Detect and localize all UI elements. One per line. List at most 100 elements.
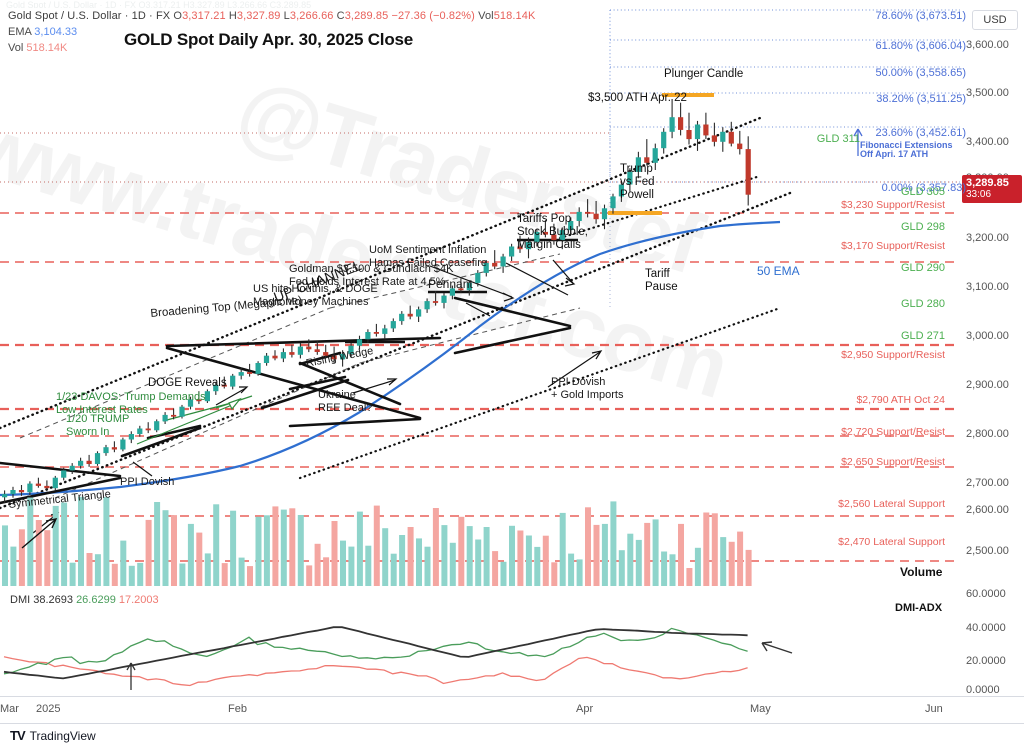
gld-level-311: GLD 311 [816,133,860,145]
vol-row-label: Vol [8,42,24,54]
volume-bars [2,496,752,586]
gld-level-305: GLD 305 [900,186,945,198]
price-tick-3400: 3,400.00 [966,136,1009,148]
footer: TV TradingView [10,728,96,743]
fib-level-236: 23.60% (3,452.61) [875,127,966,139]
date-tick-jun: Jun [925,703,943,715]
bar-countdown: 33:06 [966,189,992,200]
sr-3170: $3,170 Support/Resist [841,240,945,252]
annotation-plunger-candle: Plunger Candle [664,68,744,80]
annotation-ppi-gold-imports: PPI Dovish + Gold Imports [551,376,624,401]
legend-close-value: 3,289.85 [344,10,389,22]
current-price-tag: 3,289.85 33:06 [962,175,1022,203]
legend-symbol: Gold Spot / U.S. Dollar · 1D · FX [8,10,171,22]
fib-level-786: 78.60% (3,673.51) [875,10,966,22]
dmi-panel-label: DMI-ADX [895,602,943,614]
chart-legend-ema-row: EMA 3,104.33 [8,26,77,38]
annotation-trump-vs-fed: Trump vs Fed Powell [620,163,655,201]
legend-low-value: 3,266.66 [289,10,334,22]
sr-3230: $3,230 Support/Resist [841,199,945,211]
fib-level-618: 61.80% (3,606.04) [875,40,966,52]
annotation-tariff-pause: Tariff Pause [645,268,678,293]
fib-caption-line2: Off Apri. 17 ATH [860,149,929,159]
annotation-ath-apr22: $3,500 ATH Apr. 22 [588,92,687,104]
volume-arrow [21,518,58,549]
gld-level-298: GLD 298 [900,221,945,233]
annotation-uom-sentiment: UoM Sentiment Inflation Hamas Failed Cea… [369,244,487,269]
tradingview-logo-icon: TV [10,728,26,743]
orange-markers [608,93,714,215]
support-resist-lines [0,212,960,562]
annotation-doge-reveals: DOGE Reveals [148,377,227,389]
candlestick-series [2,99,751,504]
sr-2790-ath: $2,790 ATH Oct 24 [856,394,945,406]
dmi-tick-60: 60.0000 [966,588,1006,600]
fib-level-500: 50.00% (3,558.65) [875,67,966,79]
dmi-minus-di-value: 17.2003 [118,594,159,606]
chart-canvas [0,9,960,690]
price-tick-3000: 3,000.00 [966,330,1009,342]
dmi-plus-di-value: 26.6299 [76,594,116,606]
dmi-panel-lines [3,626,748,687]
price-tick-3200: 3,200.00 [966,232,1009,244]
annotation-50-ema: 50 EMA [757,264,800,278]
annotation-ukraine-ree: Ukraine REE Deal? [318,389,373,414]
legend-change: −27.36 (−0.82%) [391,10,475,22]
dmi-arrow-right [761,641,793,654]
label-underlines [345,238,578,344]
ema-50-line [0,220,781,497]
date-tick-apr: Apr [576,703,594,715]
annotation-leaders [32,259,603,534]
price-tick-2700: 2,700.00 [966,477,1009,489]
fib-caption-arrow [853,128,863,156]
ema-label: EMA [8,26,32,38]
sr-2470: $2,470 Lateral Support [838,536,945,548]
legend-close-label: C [336,10,345,22]
price-tick-3600: 3,600.00 [966,39,1009,51]
price-tick-2600: 2,600.00 [966,504,1009,516]
dmi-tick-20: 20.0000 [966,655,1006,667]
dmi-adx-value: 38.2693 [33,594,73,606]
date-tick-mar: Mar [0,703,19,715]
annotation-trump-sworn-in: 1/20 TRUMP Sworn In [66,413,130,438]
chart-legend-volume-row: Vol 518.14K [8,42,67,54]
dmi-tick-0: 0.0000 [966,684,1000,696]
sr-2950: $2,950 Support/Resist [841,349,945,361]
legend-open-value: 3,317.21 [182,10,226,22]
sr-2720: $2,720 Support/Resist [841,426,945,438]
gld-level-271: GLD 271 [900,330,945,342]
dmi-arrow-left [126,662,136,690]
legend-open-label: O [173,10,183,22]
dmi-legend: DMI 38.2693 26.6299 17.2003 [10,594,159,606]
annotation-ppi-dovish: PPI Dovish [120,476,175,488]
sr-2560: $2,560 Lateral Support [838,498,945,510]
dmi-legend-name: DMI [10,594,31,606]
volume-panel-label: Volume [900,565,943,579]
date-tick-2025: 2025 [36,703,61,715]
vol-row-value: 518.14K [26,42,68,54]
annotation-goldman-gundlach: Goldman $3,500 & Gundlach $4K Fed Holds … [289,263,454,288]
date-axis[interactable] [0,696,1024,724]
sr-2650: $2,650 Support/Resist [841,456,945,468]
tradingview-brand: TradingView [29,728,96,743]
legend-high-label: H [228,10,237,22]
up-channel [0,116,792,510]
fib-caption-line1: Fibonacci Extensions [860,140,953,150]
legend-low-label: L [283,10,290,22]
legend-high-value: 3,327.89 [236,10,281,22]
current-price-value: 3,289.85 [966,177,1009,189]
ema-value: 3,104.33 [34,26,78,38]
legend-volume-label: Vol [478,10,494,22]
annotation-tariffs-pop: Tariffs Pop Stock Bubble, Margin Calls [517,213,588,251]
date-tick-may: May [750,703,771,715]
price-tick-2800: 2,800.00 [966,428,1009,440]
annotation-pennant: Pennant [428,277,473,291]
price-tick-2900: 2,900.00 [966,379,1009,391]
inner-trendline [298,174,782,480]
date-tick-feb: Feb [228,703,247,715]
currency-badge: USD [972,10,1018,30]
legend-volume-value: 518.14K [493,10,536,22]
page-title: GOLD Spot Daily Apr. 30, 2025 Close [124,30,414,49]
price-tick-2500: 2,500.00 [966,545,1009,557]
chart-legend-row1: Gold Spot / U.S. Dollar · 1D · FX O3,317… [8,10,535,22]
